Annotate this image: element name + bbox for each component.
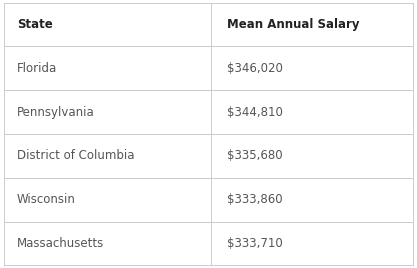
Text: Florida: Florida [17, 62, 57, 75]
Text: Mean Annual Salary: Mean Annual Salary [227, 18, 360, 31]
Text: Pennsylvania: Pennsylvania [17, 106, 94, 119]
Text: $335,680: $335,680 [227, 149, 283, 162]
Text: Massachusetts: Massachusetts [17, 237, 104, 250]
Text: District of Columbia: District of Columbia [17, 149, 134, 162]
Text: $344,810: $344,810 [227, 106, 283, 119]
Text: Wisconsin: Wisconsin [17, 193, 75, 206]
Text: State: State [17, 18, 53, 31]
Text: $346,020: $346,020 [227, 62, 283, 75]
Text: $333,860: $333,860 [227, 193, 283, 206]
Text: $333,710: $333,710 [227, 237, 283, 250]
